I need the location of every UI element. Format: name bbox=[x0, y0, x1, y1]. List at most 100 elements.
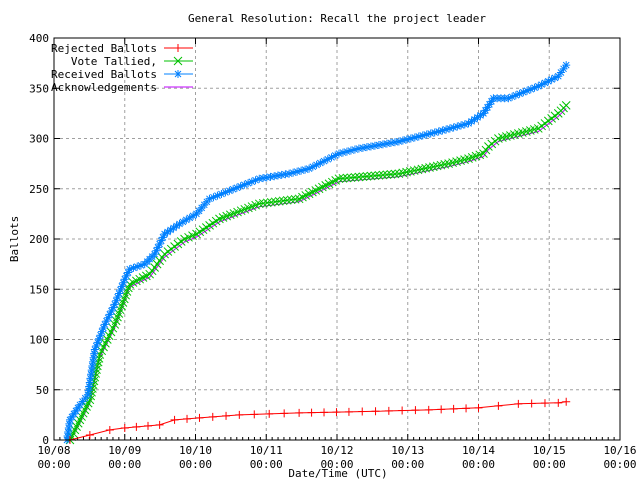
grid bbox=[54, 38, 620, 440]
plus-marker bbox=[424, 405, 433, 414]
star-marker bbox=[562, 61, 571, 70]
cross-marker bbox=[382, 170, 392, 180]
star-marker bbox=[166, 225, 175, 234]
x-tick-label-date: 10/13 bbox=[391, 444, 424, 457]
chart-title: General Resolution: Recall the project l… bbox=[188, 12, 486, 25]
star-marker bbox=[374, 141, 383, 150]
y-tick-label: 50 bbox=[36, 384, 49, 397]
plus-marker bbox=[183, 414, 192, 423]
star-marker bbox=[110, 300, 119, 309]
cross-marker bbox=[432, 161, 442, 171]
star-marker bbox=[277, 170, 286, 179]
x-tick-label-time: 00:00 bbox=[462, 458, 495, 471]
plus-marker bbox=[320, 408, 329, 417]
star-marker bbox=[289, 168, 298, 177]
star-marker bbox=[523, 86, 532, 95]
star-marker bbox=[259, 174, 268, 183]
star-marker bbox=[255, 174, 264, 183]
cross-marker bbox=[346, 173, 356, 183]
cross-marker bbox=[390, 169, 400, 179]
star-marker bbox=[92, 341, 101, 350]
star-marker bbox=[83, 390, 92, 399]
star-marker bbox=[104, 313, 113, 322]
star-marker bbox=[358, 143, 367, 152]
star-marker bbox=[414, 132, 423, 141]
plus-marker bbox=[384, 406, 393, 415]
series-line bbox=[66, 64, 567, 441]
plus-marker bbox=[250, 410, 259, 419]
cross-marker bbox=[421, 163, 431, 173]
cross-marker bbox=[366, 171, 376, 181]
star-marker bbox=[438, 126, 447, 135]
cross-marker bbox=[290, 194, 300, 204]
star-marker bbox=[117, 282, 126, 291]
star-marker bbox=[519, 88, 528, 97]
star-marker bbox=[453, 122, 462, 131]
star-marker bbox=[550, 73, 559, 82]
plus-marker bbox=[437, 405, 446, 414]
star-marker bbox=[460, 120, 469, 129]
y-tick-label: 0 bbox=[42, 434, 49, 447]
star-marker bbox=[90, 345, 99, 354]
star-marker bbox=[547, 75, 556, 84]
star-marker bbox=[155, 240, 164, 249]
star-marker bbox=[87, 370, 96, 379]
plus-marker bbox=[155, 420, 164, 429]
cross-marker bbox=[417, 164, 427, 174]
star-marker bbox=[470, 115, 479, 124]
plus-marker bbox=[540, 399, 549, 408]
star-marker bbox=[316, 158, 325, 167]
star-marker bbox=[464, 119, 473, 128]
star-marker bbox=[442, 125, 451, 134]
cross-marker bbox=[274, 196, 284, 206]
star-marker bbox=[251, 176, 260, 185]
star-marker bbox=[504, 94, 513, 103]
star-marker bbox=[534, 82, 543, 91]
star-marker bbox=[109, 303, 118, 312]
star-marker bbox=[153, 243, 162, 252]
x-tick-label-time: 00:00 bbox=[179, 458, 212, 471]
star-marker bbox=[88, 361, 97, 370]
star-marker bbox=[511, 91, 520, 100]
star-marker bbox=[205, 194, 214, 203]
star-marker bbox=[125, 265, 134, 274]
cross-marker bbox=[342, 173, 352, 183]
y-tick-label: 100 bbox=[29, 334, 49, 347]
cross-marker bbox=[394, 169, 404, 179]
x-tick-label-date: 10/08 bbox=[37, 444, 70, 457]
x-tick-label-date: 10/10 bbox=[179, 444, 212, 457]
star-marker bbox=[281, 170, 290, 179]
star-marker bbox=[89, 353, 98, 362]
plus-marker bbox=[307, 408, 316, 417]
star-marker bbox=[189, 211, 198, 220]
cross-marker bbox=[286, 195, 296, 205]
star-marker bbox=[102, 317, 111, 326]
plus-marker bbox=[527, 399, 536, 408]
star-marker bbox=[386, 138, 395, 147]
star-marker bbox=[225, 186, 234, 195]
star-marker bbox=[554, 72, 563, 81]
y-tick-label: 250 bbox=[29, 183, 49, 196]
star-marker bbox=[544, 77, 553, 86]
star-marker bbox=[87, 366, 96, 375]
star-marker bbox=[338, 148, 347, 157]
star-marker bbox=[78, 397, 87, 406]
x-tick-label-time: 00:00 bbox=[603, 458, 636, 471]
plus-marker bbox=[462, 404, 471, 413]
plus-marker bbox=[449, 404, 458, 413]
star-marker bbox=[169, 223, 178, 232]
series-rejected-ballots bbox=[65, 397, 571, 444]
cross-marker bbox=[413, 165, 423, 175]
series-line bbox=[69, 401, 567, 441]
star-marker bbox=[410, 133, 419, 142]
star-marker bbox=[65, 415, 74, 424]
x-tick-label-time: 00:00 bbox=[37, 458, 70, 471]
y-axis-label: Ballots bbox=[8, 216, 21, 262]
star-marker bbox=[350, 145, 359, 154]
plus-marker bbox=[265, 409, 274, 418]
star-marker bbox=[217, 189, 226, 198]
star-marker bbox=[158, 233, 167, 242]
plus-marker bbox=[144, 421, 153, 430]
star-marker bbox=[129, 263, 138, 272]
star-marker bbox=[487, 97, 496, 106]
